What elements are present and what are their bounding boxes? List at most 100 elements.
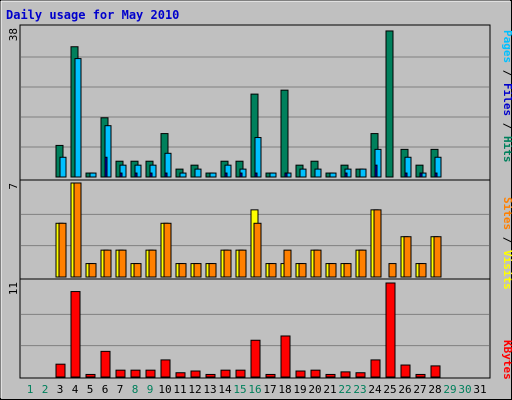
bar-sites xyxy=(88,263,97,278)
bar-pages xyxy=(284,172,288,178)
x-tick-label-day: 27 xyxy=(413,383,426,396)
bar-kbytes xyxy=(130,369,141,378)
x-tick-label-day: 25 xyxy=(383,383,396,396)
bar-hits xyxy=(385,30,394,178)
x-tick-label-day: 4 xyxy=(72,383,79,396)
bar-files xyxy=(194,168,202,178)
x-tick-label-day: 23 xyxy=(353,383,366,396)
bar-kbytes xyxy=(370,359,381,378)
bar-files xyxy=(224,164,232,178)
x-tick-label-day: 9 xyxy=(147,383,154,396)
x-tick-label-day: 7 xyxy=(117,383,124,396)
bar-pages xyxy=(434,172,438,178)
bar-sites xyxy=(313,249,322,278)
bar-kbytes xyxy=(325,373,336,378)
bar-sites xyxy=(103,249,112,278)
bar-files xyxy=(374,148,382,178)
bar-files xyxy=(59,156,67,178)
legend-pages: Pages xyxy=(501,30,512,63)
panel-visits-ymax-label: 7 xyxy=(7,183,20,190)
bar-sites xyxy=(283,249,292,278)
x-tick-label-day: 2 xyxy=(42,383,49,396)
bar-files xyxy=(359,168,367,178)
bar-sites xyxy=(433,236,442,278)
x-tick-label-day: 6 xyxy=(102,383,109,396)
legend-kbytes: KBytes xyxy=(501,340,512,380)
bar-files xyxy=(179,172,187,178)
x-tick-label-day: 12 xyxy=(188,383,201,396)
bar-pages xyxy=(224,172,228,178)
bar-files xyxy=(269,172,277,178)
bar-kbytes xyxy=(430,365,441,378)
bar-kbytes xyxy=(55,363,66,378)
legend-kbytes-label: KBytes xyxy=(501,340,512,380)
bar-pages xyxy=(374,164,378,178)
legend-separator: / xyxy=(501,63,512,83)
x-tick-label-day: 24 xyxy=(368,383,382,396)
bar-kbytes xyxy=(310,369,321,378)
bar-files xyxy=(434,156,442,178)
legend-visits: Visits xyxy=(501,250,512,290)
bar-kbytes xyxy=(280,335,291,378)
bar-sites xyxy=(133,263,142,278)
legend-sites: Sites xyxy=(501,197,512,230)
bar-sites xyxy=(118,249,127,278)
bar-sites xyxy=(418,263,427,278)
x-tick-label-day: 21 xyxy=(323,383,336,396)
bar-kbytes xyxy=(295,370,306,378)
x-tick-label-day: 16 xyxy=(248,383,261,396)
bar-kbytes xyxy=(205,373,216,378)
bar-sites xyxy=(73,182,82,278)
bar-kbytes xyxy=(190,370,201,378)
bar-kbytes xyxy=(115,369,126,378)
x-tick-label-day: 10 xyxy=(158,383,171,396)
x-tick-label-day: 13 xyxy=(203,383,216,396)
x-tick-label-day: 5 xyxy=(87,383,94,396)
legend-separator: / xyxy=(501,230,512,250)
bar-kbytes xyxy=(175,372,186,378)
panel-hits-ymax-label: 38 xyxy=(7,28,20,41)
bar-kbytes xyxy=(100,350,111,378)
bar-files xyxy=(119,164,127,178)
chart-title: Daily usage for May 2010 xyxy=(6,8,179,22)
bar-files xyxy=(209,172,217,178)
bar-sites xyxy=(388,263,397,278)
bar-files xyxy=(254,137,262,178)
x-tick-label-day: 29 xyxy=(443,383,456,396)
bar-files xyxy=(164,152,172,178)
bar-hits xyxy=(280,89,289,178)
bar-kbytes xyxy=(220,369,231,378)
bar-files xyxy=(74,58,82,178)
x-tick-label-day: 20 xyxy=(308,383,321,396)
bar-kbytes xyxy=(355,372,366,378)
bar-kbytes xyxy=(85,373,96,378)
legend-visits-sites: Sites / Visits xyxy=(501,197,512,290)
bar-pages xyxy=(164,172,168,178)
bar-sites xyxy=(343,263,352,278)
bar-sites xyxy=(253,222,262,278)
x-tick-label-day: 22 xyxy=(338,383,351,396)
bar-pages xyxy=(149,172,153,178)
bar-kbytes xyxy=(340,371,351,378)
x-tick-label-day: 15 xyxy=(233,383,246,396)
bar-kbytes xyxy=(235,369,246,378)
bar-pages xyxy=(404,172,408,178)
bar-sites xyxy=(163,222,172,278)
x-tick-label-day: 30 xyxy=(458,383,471,396)
panel-kbytes-ymax-label: 11 xyxy=(7,282,20,295)
bar-pages xyxy=(104,156,108,178)
x-tick-label-day: 26 xyxy=(398,383,411,396)
bar-sites xyxy=(328,263,337,278)
legend-files: Files xyxy=(501,83,512,116)
bar-kbytes xyxy=(385,282,396,378)
bars xyxy=(55,30,442,378)
x-tick-label-day: 11 xyxy=(173,383,186,396)
bar-sites xyxy=(148,249,157,278)
bar-pages xyxy=(239,172,243,178)
bar-files xyxy=(329,172,337,178)
x-tick-label-day: 1 xyxy=(27,383,34,396)
bar-sites xyxy=(178,263,187,278)
x-tick-label-day: 3 xyxy=(57,383,64,396)
bar-kbytes xyxy=(265,373,276,378)
